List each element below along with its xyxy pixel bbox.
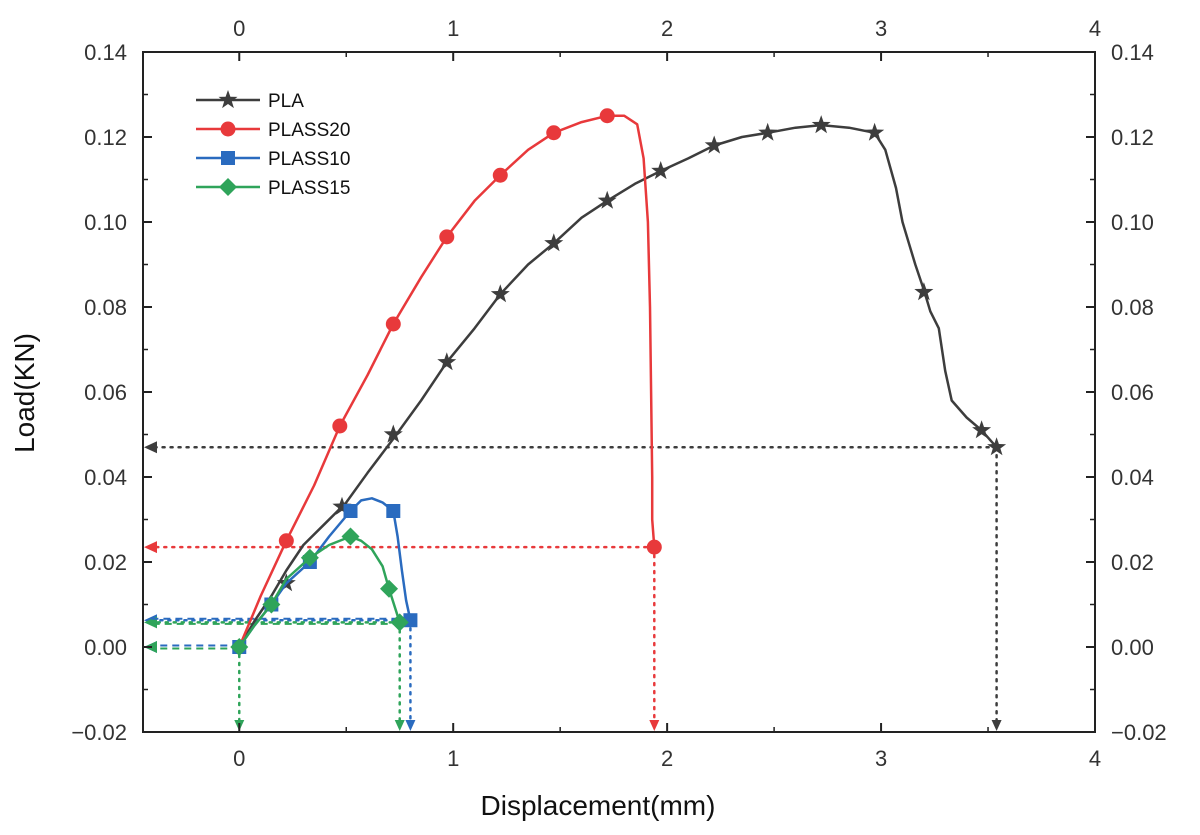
data-point-pla [490,284,510,303]
legend-label-plass10: PLASS10 [268,149,350,170]
y-tick-label-left: 0.08 [84,295,127,320]
y-tick-label-left: 0.00 [84,635,127,660]
data-point-pla [865,122,885,141]
y-tick-label-right: 0.08 [1111,295,1154,320]
data-point-plass15 [380,579,399,598]
y-tick-label-right: 0.06 [1111,380,1154,405]
series-line-pla [238,123,998,648]
data-point-plass20 [492,167,508,183]
x-tick-label-bottom: 3 [875,746,887,771]
legend-label-plass20: PLASS20 [268,120,350,141]
y-tick-label-left: 0.04 [84,465,127,490]
arrow-left-marker [144,541,157,554]
data-point-pla [987,437,1007,456]
data-point-plass20 [599,108,615,124]
data-point-pla [651,161,671,180]
x-tick-label-top: 2 [661,16,673,41]
data-point-pla [914,282,934,301]
arrow-down-marker [394,720,405,731]
legend-label-plass15: PLASS15 [268,178,350,199]
data-point-plass15 [341,527,360,546]
x-tick-label-top: 4 [1089,16,1101,41]
axis-titles: Displacement(mm) Load(KN) [9,333,715,821]
legend-marker-plass10 [221,151,235,165]
legend-marker-plass15 [219,178,237,196]
data-point-pla [704,135,724,154]
arrow-left-marker [144,441,157,454]
annotation-layer [144,441,1002,731]
y-tick-label-right: 0.14 [1111,40,1154,65]
x-tick-label-bottom: 4 [1089,746,1101,771]
y-tick-label-right: 0.12 [1111,125,1154,150]
y-tick-label-right: 0.04 [1111,465,1154,490]
data-point-pla [972,420,992,439]
x-tick-label-bottom: 1 [447,746,459,771]
legend-label-pla: PLA [268,91,304,112]
data-point-plass15 [300,548,319,567]
data-point-plass20 [646,539,662,555]
data-point-pla [758,122,778,141]
y-tick-label-left: 0.06 [84,380,127,405]
arrow-down-marker [991,720,1002,731]
y-tick-label-left: 0.12 [84,125,127,150]
data-point-plass15 [390,613,409,632]
y-axis-title: Load(KN) [9,333,40,453]
arrow-down-marker [405,720,416,731]
data-point-plass15 [230,638,249,656]
y-tick-label-left: 0.02 [84,550,127,575]
legend: PLA PLASS20 PLASS10 PLASS15 [196,90,350,199]
legend-marker-pla [218,90,238,109]
data-point-pla [811,115,831,134]
y-tick-label-left: 0.14 [84,40,127,65]
y-tick-label-left: 0.10 [84,210,127,235]
data-point-pla [383,424,403,443]
x-tick-label-bottom: 2 [661,746,673,771]
data-point-pla [437,352,457,371]
data-point-plass20 [332,418,348,434]
data-point-plass10 [386,504,401,518]
y-tick-label-right: −0.02 [1111,720,1167,745]
data-point-pla [597,190,617,209]
x-tick-label-top: 0 [233,16,245,41]
x-tick-label-top: 1 [447,16,459,41]
data-point-plass15 [262,595,281,614]
data-point-pla [332,496,352,515]
data-point-plass20 [278,533,294,549]
x-axis-title: Displacement(mm) [481,790,716,821]
x-tick-label-bottom: 0 [233,746,245,771]
y-tick-label-right: 0.02 [1111,550,1154,575]
data-point-plass10 [343,504,358,518]
axes-layer: 0 0 1 1 2 2 3 3 4 4 −0.02 −0.02 0.00 0.00 0.02 0.02 0.04… [71,16,1166,771]
legend-marker-plass20 [220,121,236,137]
data-point-plass20 [439,229,455,245]
arrow-down-marker [649,720,660,731]
data-point-pla [544,233,564,252]
y-tick-label-right: 0.00 [1111,635,1154,660]
data-point-plass20 [546,125,562,141]
series-line-plass20 [238,114,656,648]
y-tick-label-right: 0.10 [1111,210,1154,235]
x-tick-label-top: 3 [875,16,887,41]
y-tick-label-left: −0.02 [71,720,127,745]
data-point-plass20 [385,316,401,332]
series-layer [230,108,1007,656]
